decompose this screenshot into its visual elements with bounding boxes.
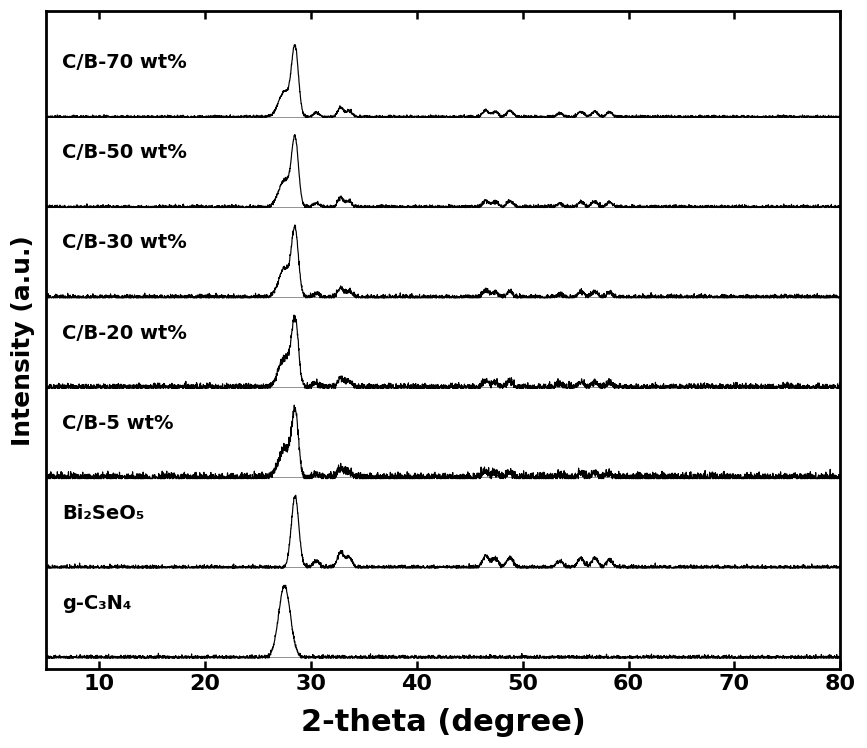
Text: C/B-20 wt%: C/B-20 wt% — [62, 324, 187, 343]
Text: C/B-30 wt%: C/B-30 wt% — [62, 233, 187, 253]
Text: C/B-5 wt%: C/B-5 wt% — [62, 414, 173, 432]
Text: C/B-50 wt%: C/B-50 wt% — [62, 144, 187, 162]
Text: g-C₃N₄: g-C₃N₄ — [62, 594, 132, 613]
Y-axis label: Intensity (a.u.): Intensity (a.u.) — [11, 235, 35, 446]
X-axis label: 2-theta (degree): 2-theta (degree) — [301, 708, 585, 737]
Text: Bi₂SeO₅: Bi₂SeO₅ — [62, 503, 145, 523]
Text: C/B-70 wt%: C/B-70 wt% — [62, 53, 187, 73]
